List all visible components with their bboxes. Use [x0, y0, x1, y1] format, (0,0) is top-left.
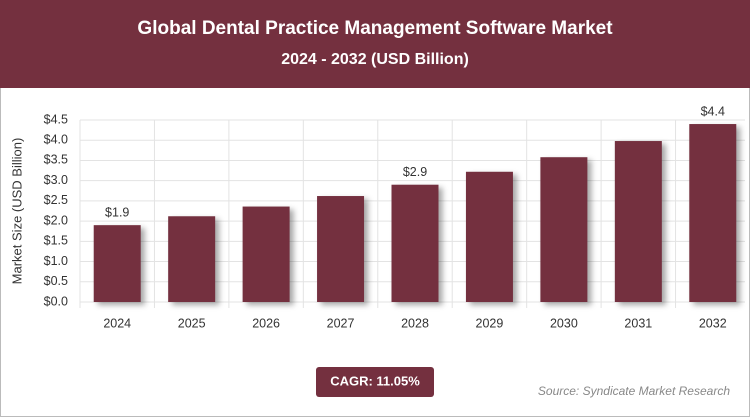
x-tick-label: 2026: [252, 316, 280, 330]
x-tick-label: 2028: [401, 316, 429, 330]
bar: [614, 141, 662, 302]
y-tick-label: $0.5: [44, 274, 68, 288]
bar: [317, 196, 365, 302]
x-tick-label: 2024: [103, 316, 131, 330]
y-tick-label: $1.0: [44, 254, 68, 268]
x-tick-label: 2025: [178, 316, 206, 330]
y-tick-label: $0.0: [44, 294, 68, 308]
y-tick-label: $4.5: [44, 112, 68, 126]
source-note: Source: Syndicate Market Research: [538, 384, 730, 398]
bar: [168, 216, 216, 302]
y-tick-label: $3.0: [44, 173, 68, 187]
bar: [540, 157, 588, 302]
y-tick-label: $1.5: [44, 234, 68, 248]
y-tick-label: $2.0: [44, 213, 68, 227]
x-tick-label: 2029: [476, 316, 504, 330]
x-tick-label: 2027: [327, 316, 355, 330]
cagr-box: [316, 367, 434, 397]
bar: [465, 171, 513, 302]
bar: [391, 184, 439, 302]
header-band: [0, 0, 750, 88]
bar: [93, 225, 141, 302]
data-label: $4.4: [701, 104, 725, 118]
cagr-label: CAGR: 11.05%: [330, 373, 420, 388]
data-label: $2.9: [403, 165, 427, 179]
y-tick-label: $4.0: [44, 133, 68, 147]
y-axis-title: Market Size (USD Billion): [9, 138, 24, 285]
chart-subtitle: 2024 - 2032 (USD Billion): [281, 51, 469, 68]
data-label: $1.9: [105, 205, 129, 219]
x-tick-label: 2032: [699, 316, 727, 330]
bar: [242, 206, 290, 302]
x-tick-label: 2030: [550, 316, 578, 330]
y-tick-label: $3.5: [44, 153, 68, 167]
chart-title: Global Dental Practice Management Softwa…: [137, 18, 613, 39]
bar: [689, 124, 737, 303]
y-tick-label: $2.5: [44, 193, 68, 207]
x-tick-label: 2031: [624, 316, 652, 330]
